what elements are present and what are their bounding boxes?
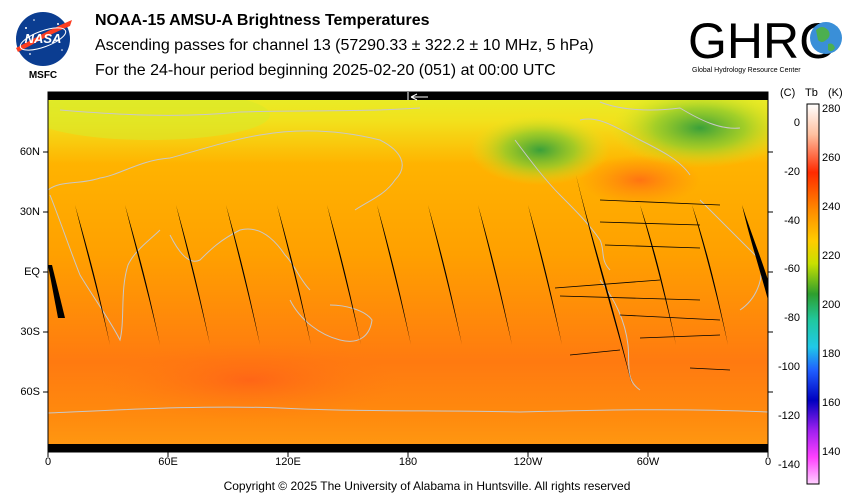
- ghrc-tagline: Global Hydrology Resource Center: [692, 67, 801, 74]
- celsius-tick-label: -140: [777, 458, 800, 471]
- period-subtitle: For the 24-hour period beginning 2025-02…: [95, 62, 556, 79]
- celsius-tick-label: -80: [784, 312, 800, 325]
- kelvin-tick-label: 280: [822, 103, 841, 115]
- celsius-tick-label: -40: [784, 214, 800, 227]
- lon-label-60e: 60E: [158, 456, 178, 468]
- kelvin-tick-label: 180: [822, 348, 841, 360]
- celsius-tick-label: -120: [777, 409, 800, 422]
- kelvin-tick-label: 160: [822, 397, 841, 409]
- lat-label-30s: 30S: [20, 326, 40, 338]
- lon-label-0-left: 0: [44, 456, 52, 468]
- lat-label-30n: 30N: [19, 206, 40, 218]
- scan-lines: [554, 199, 731, 371]
- ghrc-logo: GHRC Global Hydrology Resource Center: [686, 8, 850, 78]
- lon-label-180: 180: [398, 456, 418, 468]
- kelvin-tick-label: 200: [822, 299, 841, 311]
- copyright-footer: Copyright © 2025 The University of Alaba…: [223, 479, 631, 493]
- nasa-logo-text: NASA: [25, 31, 62, 46]
- lat-label-eq: EQ: [24, 266, 40, 278]
- orbit-gaps: [48, 175, 768, 385]
- lat-label-60s: 60S: [20, 386, 40, 398]
- chart-title: NOAA-15 AMSU-A Brightness Temperatures: [95, 12, 430, 29]
- map-ticks: [43, 151, 773, 457]
- msfc-label: MSFC: [28, 70, 58, 81]
- celsius-tick-label: -20: [784, 165, 800, 178]
- lon-label-120w: 120W: [513, 456, 543, 468]
- kelvin-tick-label: 260: [822, 152, 841, 164]
- lon-label-120e: 120E: [275, 456, 301, 468]
- lon-label-0-right: 0: [764, 456, 772, 468]
- colorbar-header-c: (C): [780, 87, 796, 99]
- kelvin-tick-label: 240: [822, 201, 841, 213]
- kelvin-tick-label: 220: [822, 250, 841, 262]
- channel-subtitle: Ascending passes for channel 13 (57290.3…: [95, 37, 594, 54]
- celsius-tick-label: 0: [793, 117, 800, 129]
- nasa-logo: NASA MSFC: [12, 10, 74, 82]
- colorbar-header-tb: Tb: [805, 87, 818, 99]
- celsius-tick-label: -60: [784, 263, 800, 276]
- lat-label-60n: 60N: [19, 146, 40, 158]
- lon-label-60w: 60W: [636, 456, 660, 468]
- colorbar: [806, 103, 820, 485]
- colorbar-header-k: (K): [828, 87, 843, 99]
- kelvin-tick-label: 140: [822, 446, 841, 458]
- celsius-tick-label: -100: [777, 361, 800, 373]
- dateline-arrow-icon: [407, 92, 428, 101]
